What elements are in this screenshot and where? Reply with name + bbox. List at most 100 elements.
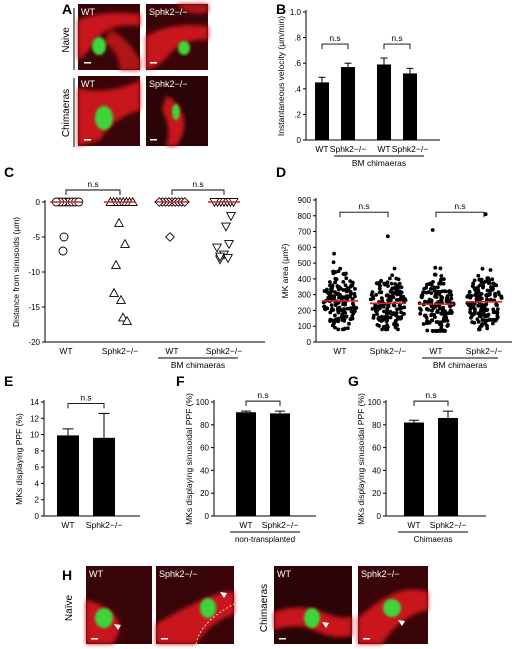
data-point — [352, 294, 357, 299]
data-point — [439, 273, 444, 278]
data-point — [466, 293, 471, 298]
data-point — [444, 289, 448, 294]
x-tick-label: WT — [61, 520, 74, 530]
data-point — [351, 301, 355, 306]
panel-letter-a: A — [62, 1, 72, 17]
data-point — [382, 309, 386, 314]
data-point — [485, 288, 490, 293]
data-point — [398, 297, 403, 302]
data-point — [476, 319, 481, 324]
data-point — [429, 313, 434, 318]
data-point — [379, 296, 384, 300]
data-point — [487, 278, 492, 283]
bar — [438, 417, 458, 516]
bar — [341, 67, 355, 140]
data-point — [349, 284, 353, 288]
y-tick-label: 6 — [35, 463, 40, 472]
data-point-diamond — [165, 232, 175, 242]
data-point — [380, 299, 385, 303]
data-point — [471, 305, 476, 309]
data-point — [429, 291, 434, 296]
x-tick-label: Sphk2−/− — [206, 346, 242, 356]
data-point — [481, 285, 485, 290]
data-point — [426, 299, 430, 304]
data-point — [434, 320, 439, 324]
panel-h-row-label-naive: Naïve — [64, 595, 75, 622]
data-point — [398, 289, 402, 294]
x-tick-label: WT — [333, 346, 346, 356]
data-point — [495, 307, 500, 312]
data-point — [431, 306, 436, 311]
data-point — [353, 286, 357, 291]
panel-a-tile-naive-sphk2: Sphk2−/− — [146, 4, 208, 70]
panel-letter-g: G — [348, 373, 359, 389]
data-point — [441, 329, 446, 333]
y-tick-label: .2 — [294, 110, 301, 119]
y-tick-label: 200 — [298, 306, 312, 315]
y-tick-label: 0 — [35, 512, 40, 521]
data-point — [350, 314, 355, 318]
significance-label: n.s — [329, 33, 340, 43]
data-point-triangle-up — [110, 259, 122, 269]
data-point — [375, 304, 379, 309]
x-tick-label: WT — [429, 346, 442, 356]
data-point — [341, 279, 346, 284]
data-point — [469, 293, 474, 298]
data-point — [330, 286, 334, 291]
data-point — [493, 294, 498, 298]
significance-bracket — [413, 400, 449, 407]
significance-label: n.s — [425, 390, 436, 400]
significance-bracket — [383, 43, 411, 50]
data-point — [480, 266, 485, 271]
data-point — [386, 311, 391, 316]
bar — [404, 422, 424, 516]
bar — [236, 412, 256, 516]
data-point — [383, 314, 387, 319]
panel-h-tile-chimaeras-wt: WT — [274, 566, 352, 644]
data-point — [346, 326, 350, 331]
data-point — [480, 318, 485, 322]
data-point — [475, 289, 480, 294]
data-point — [390, 312, 395, 317]
data-point — [336, 327, 341, 332]
data-point — [448, 289, 453, 294]
data-point-triangle-up — [117, 312, 129, 322]
panel-letter-h: H — [62, 567, 72, 583]
panel-a-tile-label: Sphk2−/− — [149, 7, 188, 17]
y-tick-label: 400 — [298, 275, 312, 284]
data-point — [336, 285, 341, 290]
data-point — [438, 266, 443, 271]
panel-h-row-label-chimaeras: Chimaeras — [259, 584, 270, 632]
group-label: Chimaeras — [414, 535, 453, 544]
data-point — [428, 286, 433, 291]
data-point — [392, 266, 397, 271]
data-point — [344, 314, 349, 319]
data-point — [342, 317, 347, 321]
data-point — [370, 306, 375, 311]
data-point — [374, 309, 378, 314]
y-tick-label: 14 — [30, 398, 39, 407]
panel-a-row-label-chimaeras: Chimaeras — [61, 89, 72, 137]
y-tick-label: 0 — [205, 512, 210, 521]
y-tick-label: 100 — [196, 398, 210, 407]
x-tick-label: WT — [315, 144, 328, 154]
panel-h-tile-naive-sphk2: Sphk2−/− — [156, 566, 235, 645]
data-point — [476, 273, 481, 278]
data-point — [478, 283, 483, 288]
data-point — [433, 315, 437, 320]
data-point — [339, 314, 344, 319]
data-point — [379, 314, 384, 319]
data-point — [438, 328, 442, 333]
y-tick-label: 100 — [298, 322, 312, 331]
y-tick-label: 60 — [200, 444, 209, 453]
x-tick-label: Sphk2−/− — [466, 346, 502, 356]
x-tick-label: Sphk2−/− — [102, 346, 138, 356]
data-point — [483, 307, 487, 311]
data-point — [430, 228, 435, 232]
data-point — [481, 312, 486, 317]
data-point — [380, 327, 385, 332]
data-point — [386, 304, 391, 309]
data-point — [479, 303, 484, 308]
group-label: BM chimaeras — [433, 360, 487, 370]
x-tick-label: Sphk2−/− — [430, 520, 466, 530]
